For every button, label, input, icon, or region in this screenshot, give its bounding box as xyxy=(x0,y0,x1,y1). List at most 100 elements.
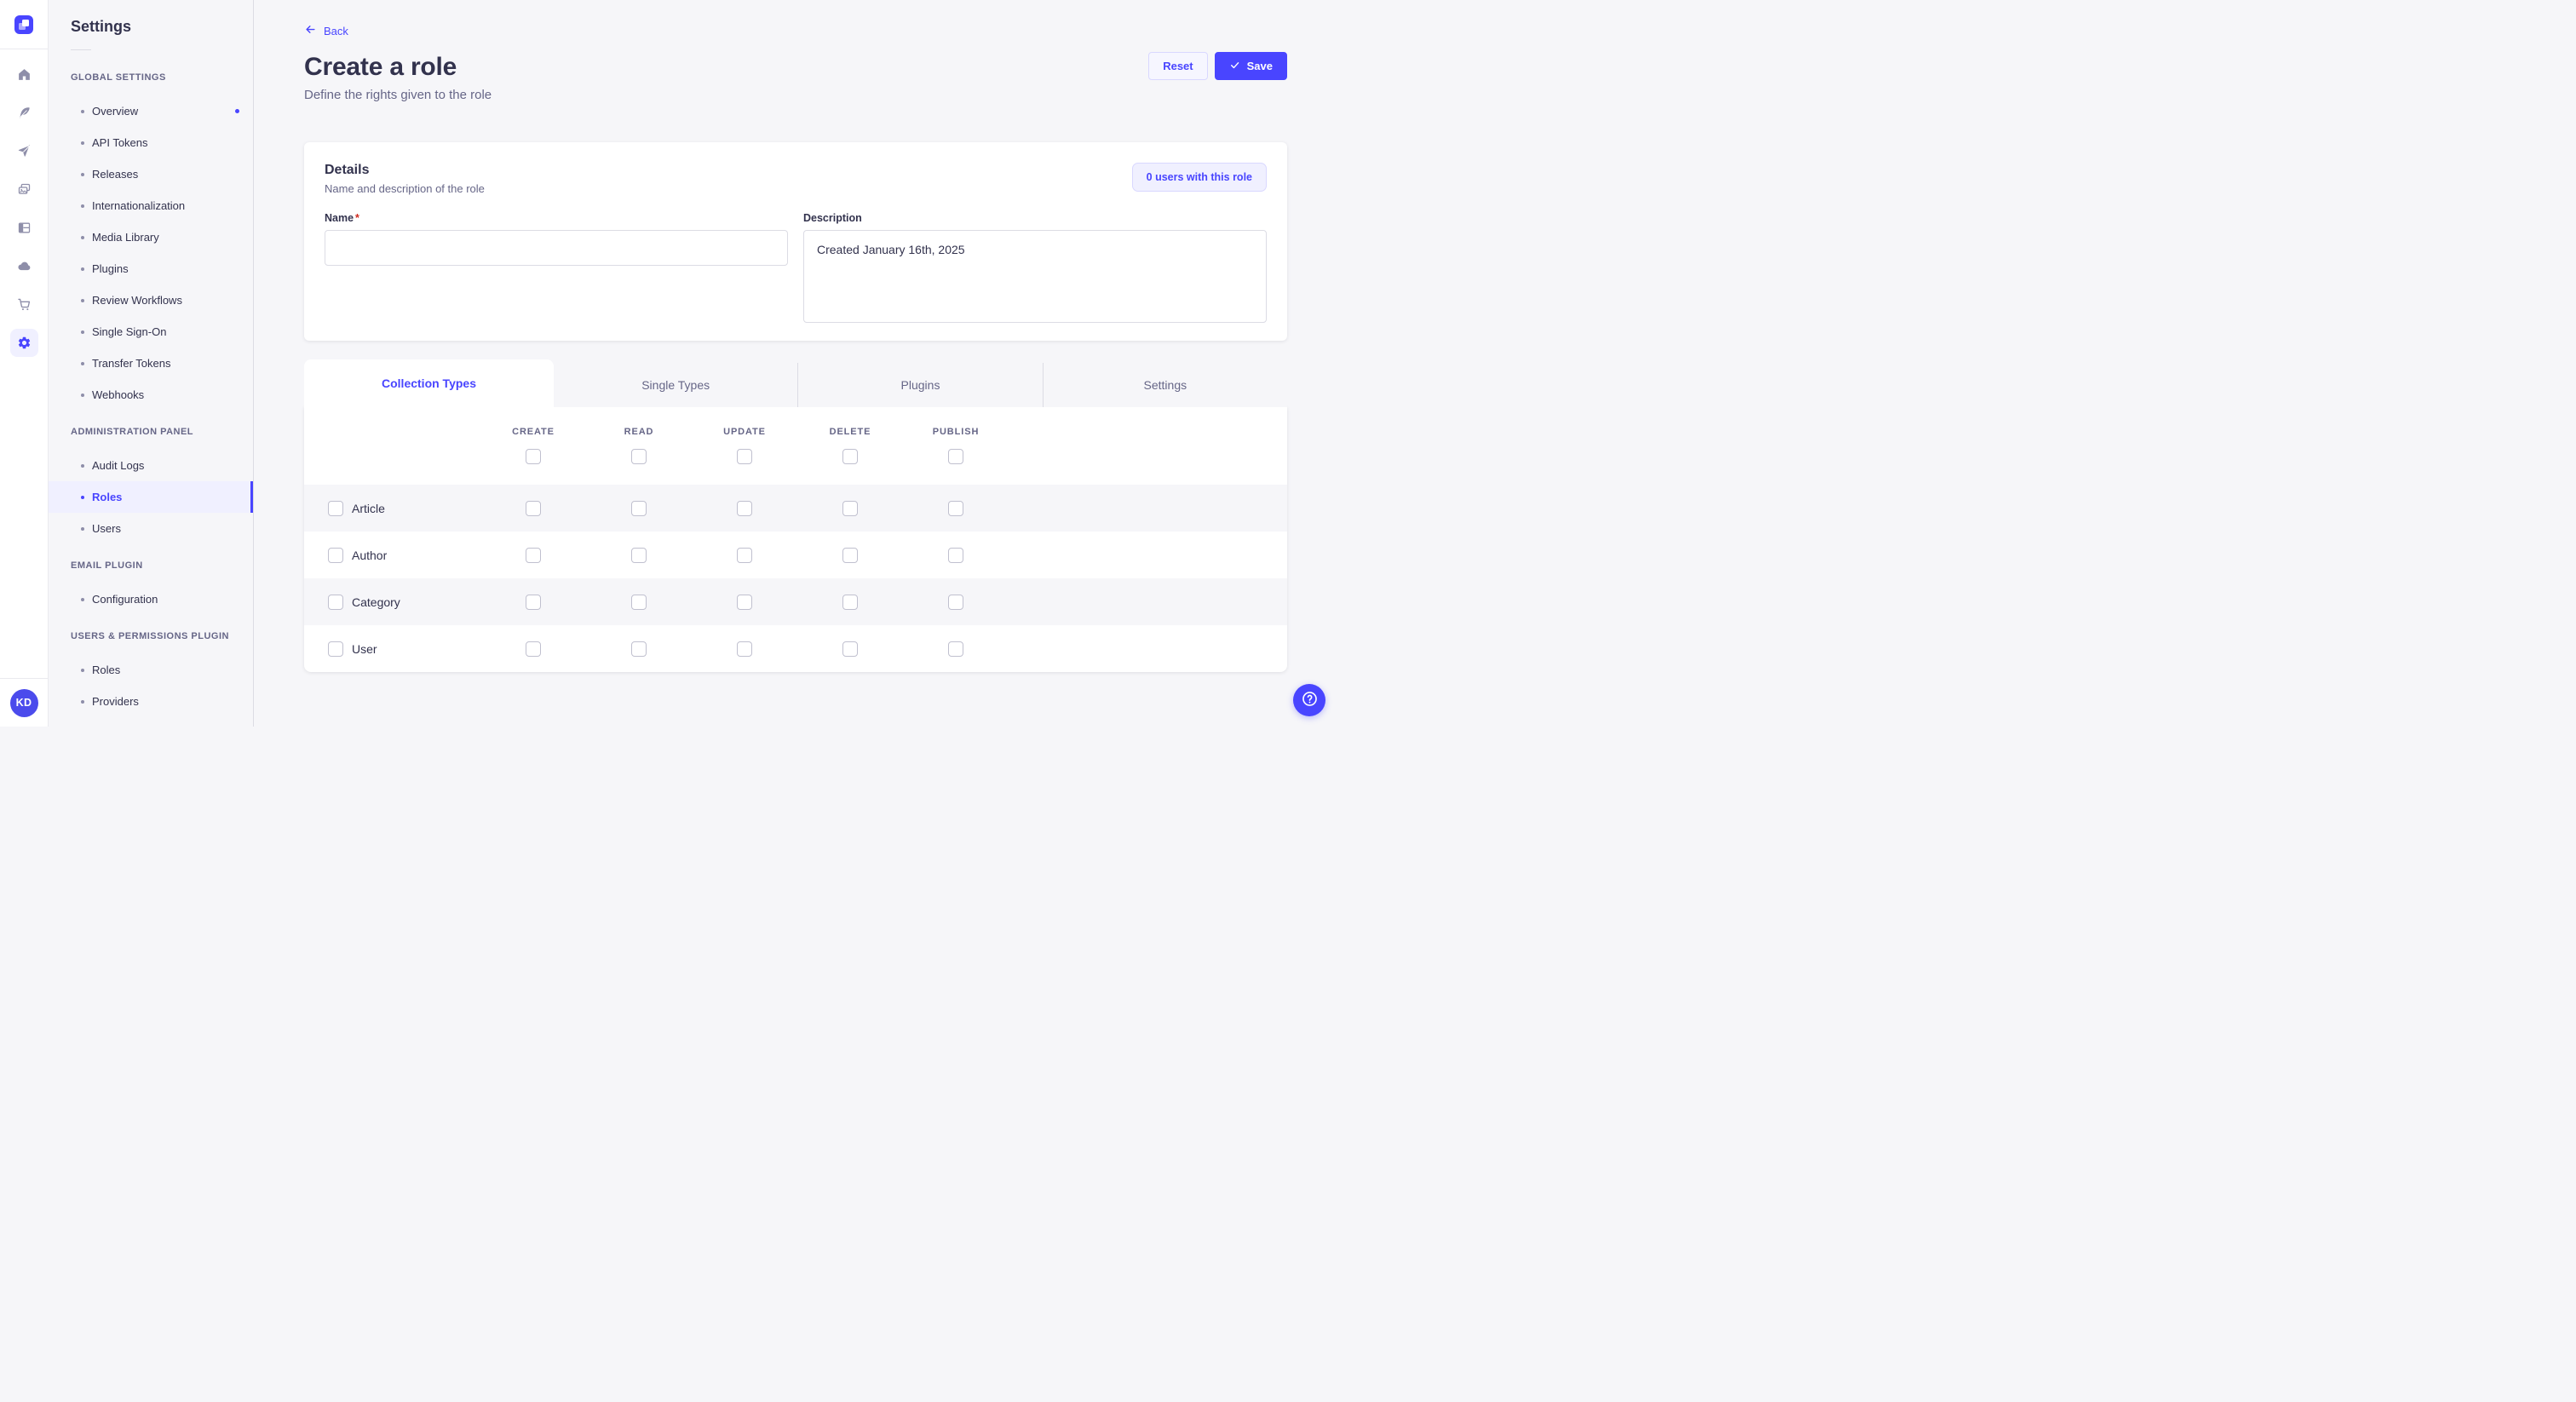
tab-plugins[interactable]: Plugins xyxy=(797,363,1043,407)
table-row-article: Article xyxy=(304,485,1287,531)
user-read-checkbox[interactable] xyxy=(631,641,647,657)
category-select-checkbox[interactable] xyxy=(328,594,343,610)
author-delete-checkbox[interactable] xyxy=(842,547,858,563)
subnav-item-configuration[interactable]: Configuration xyxy=(49,583,253,615)
delete-select-all-checkbox[interactable] xyxy=(842,449,858,464)
header-col-update: UPDATE xyxy=(692,427,797,485)
home-icon[interactable] xyxy=(10,60,38,89)
strapi-logo[interactable] xyxy=(14,14,33,34)
permission-cell xyxy=(692,500,797,516)
subnav-item-label: Users xyxy=(92,522,121,535)
author-publish-checkbox[interactable] xyxy=(948,547,963,563)
subnav-item-label: Plugins xyxy=(92,262,129,275)
subnav-item-label: Review Workflows xyxy=(92,294,182,307)
create-select-all-checkbox[interactable] xyxy=(526,449,541,464)
subnav-item-users[interactable]: Users xyxy=(49,513,253,544)
layout-icon[interactable] xyxy=(10,214,38,242)
name-input[interactable] xyxy=(325,230,788,266)
publish-select-all-checkbox[interactable] xyxy=(948,449,963,464)
subnav-item-audit-logs[interactable]: Audit Logs xyxy=(49,450,253,481)
media-library-icon[interactable] xyxy=(10,175,38,204)
article-read-checkbox[interactable] xyxy=(631,500,647,516)
save-label: Save xyxy=(1246,60,1273,72)
category-update-checkbox[interactable] xyxy=(737,594,752,610)
bullet-icon xyxy=(81,393,84,397)
subnav-section-email-plugin: EMAIL PLUGIN Configuration xyxy=(49,560,253,615)
subnav-item-api-tokens[interactable]: API Tokens xyxy=(49,127,253,158)
page-title: Create a role xyxy=(304,53,457,81)
subnav-section-list: Overview API Tokens Releases Internationali… xyxy=(49,95,253,411)
help-button[interactable] xyxy=(1293,684,1325,716)
subnav-item-providers[interactable]: Providers xyxy=(49,686,253,717)
row-label: Author xyxy=(352,548,388,562)
author-create-checkbox[interactable] xyxy=(526,547,541,563)
permission-cell xyxy=(480,547,586,563)
author-select-checkbox[interactable] xyxy=(328,547,343,563)
row-label-cell: Category xyxy=(304,594,480,610)
tab-settings[interactable]: Settings xyxy=(1042,363,1287,407)
permission-cell xyxy=(692,594,797,610)
cart-icon[interactable] xyxy=(10,290,38,319)
article-select-checkbox[interactable] xyxy=(328,500,343,516)
bullet-icon xyxy=(81,330,84,334)
read-select-all-checkbox[interactable] xyxy=(631,449,647,464)
subnav-item-plugins[interactable]: Plugins xyxy=(49,253,253,284)
subnav-item-webhooks[interactable]: Webhooks xyxy=(49,379,253,411)
subnav-item-media-library[interactable]: Media Library xyxy=(49,221,253,253)
article-publish-checkbox[interactable] xyxy=(948,500,963,516)
permissions-section: Collection Types Single Types Plugins Setti… xyxy=(304,359,1287,672)
table-row-category: Category xyxy=(304,578,1287,625)
subnav-item-roles[interactable]: Roles xyxy=(49,654,253,686)
subnav-section-label: EMAIL PLUGIN xyxy=(71,560,143,571)
subnav-item-releases[interactable]: Releases xyxy=(49,158,253,190)
user-delete-checkbox[interactable] xyxy=(842,641,858,657)
user-update-checkbox[interactable] xyxy=(737,641,752,657)
permission-cell xyxy=(903,547,1009,563)
save-button[interactable]: Save xyxy=(1214,52,1287,80)
article-create-checkbox[interactable] xyxy=(526,500,541,516)
users-with-role-button[interactable]: 0 users with this role xyxy=(1131,163,1267,192)
notification-dot-icon xyxy=(235,109,239,113)
user-publish-checkbox[interactable] xyxy=(948,641,963,657)
cloud-icon[interactable] xyxy=(10,252,38,280)
row-label: User xyxy=(352,641,377,656)
subnav-item-roles[interactable]: Roles xyxy=(49,481,253,513)
bullet-icon xyxy=(81,204,84,208)
subnav-item-label: API Tokens xyxy=(92,136,148,149)
update-select-all-checkbox[interactable] xyxy=(737,449,752,464)
category-publish-checkbox[interactable] xyxy=(948,594,963,610)
feather-icon[interactable] xyxy=(10,99,38,127)
permissions-tabs: Collection Types Single Types Plugins Setti… xyxy=(304,359,1287,407)
subnav-item-transfer-tokens[interactable]: Transfer Tokens xyxy=(49,348,253,379)
subnav-item-single-sign-on[interactable]: Single Sign-On xyxy=(49,316,253,348)
article-update-checkbox[interactable] xyxy=(737,500,752,516)
gear-icon[interactable] xyxy=(9,329,38,357)
category-read-checkbox[interactable] xyxy=(631,594,647,610)
permissions-table: CREATE READ UPDATE DELETE PUBLISH Article Aut… xyxy=(304,407,1287,672)
tab-single-types[interactable]: Single Types xyxy=(554,363,798,407)
description-field: Description Created January 16th, 2025 xyxy=(803,212,1267,327)
article-delete-checkbox[interactable] xyxy=(842,500,858,516)
rail-nav xyxy=(0,49,48,678)
avatar[interactable]: KD xyxy=(9,688,38,717)
category-create-checkbox[interactable] xyxy=(526,594,541,610)
user-select-checkbox[interactable] xyxy=(328,641,343,657)
subnav-item-internationalization[interactable]: Internationalization xyxy=(49,190,253,221)
permission-cell xyxy=(797,594,903,610)
reset-button[interactable]: Reset xyxy=(1148,52,1208,80)
user-create-checkbox[interactable] xyxy=(526,641,541,657)
subnav-item-label: Providers xyxy=(92,695,139,708)
author-read-checkbox[interactable] xyxy=(631,547,647,563)
subnav-item-review-workflows[interactable]: Review Workflows xyxy=(49,284,253,316)
author-update-checkbox[interactable] xyxy=(737,547,752,563)
category-delete-checkbox[interactable] xyxy=(842,594,858,610)
send-icon[interactable] xyxy=(10,137,38,165)
tab-collection-types[interactable]: Collection Types xyxy=(304,359,554,407)
subnav-item-overview[interactable]: Overview xyxy=(49,95,253,127)
subnav-title: Settings xyxy=(71,18,132,35)
header-col-delete: DELETE xyxy=(797,427,903,485)
subnav-section-label: GLOBAL SETTINGS xyxy=(71,72,166,83)
subnav-section-global-settings: GLOBAL SETTINGS Overview API Tokens Release… xyxy=(49,72,253,411)
description-textarea[interactable]: Created January 16th, 2025 xyxy=(803,230,1267,323)
back-link[interactable]: Back xyxy=(304,23,348,38)
